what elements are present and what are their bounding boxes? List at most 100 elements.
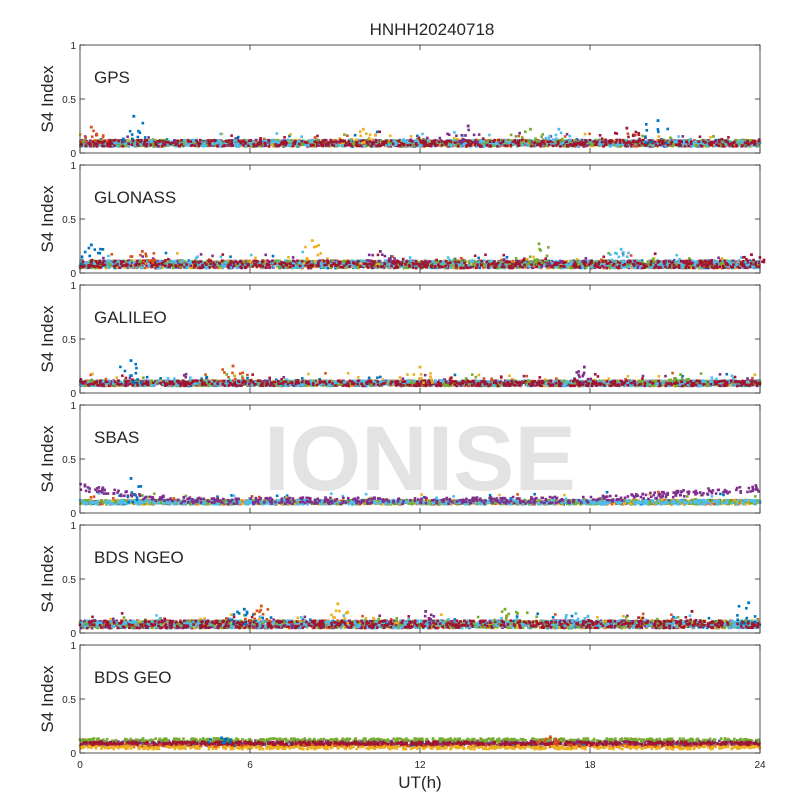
data-point — [384, 144, 388, 147]
data-point — [159, 145, 162, 148]
data-point — [519, 144, 523, 147]
data-point — [93, 144, 96, 147]
peak-point — [644, 135, 647, 138]
data-point — [219, 132, 222, 136]
data-point — [229, 255, 232, 259]
data-point — [309, 143, 313, 147]
data-point — [615, 144, 619, 147]
data-point — [181, 141, 185, 145]
data-point — [569, 141, 573, 144]
data-point — [293, 142, 297, 145]
peak-point — [141, 121, 145, 125]
data-point — [607, 139, 611, 143]
data-point — [738, 143, 742, 147]
data-point — [230, 139, 234, 142]
data-point — [416, 134, 419, 138]
data-point — [686, 142, 690, 145]
data-point — [402, 143, 406, 147]
data-point — [105, 139, 109, 142]
data-point — [440, 140, 444, 143]
data-point — [560, 137, 564, 141]
data-point — [507, 138, 510, 142]
data-point — [478, 143, 481, 147]
data-point — [281, 140, 284, 144]
data-point — [544, 139, 548, 142]
data-point — [411, 140, 414, 143]
data-point — [497, 142, 501, 146]
data-point — [259, 136, 262, 140]
data-point — [589, 144, 593, 148]
data-point — [195, 139, 198, 143]
data-point — [372, 142, 376, 145]
data-point — [452, 137, 456, 140]
figure-title: HNHH20240718 — [370, 20, 495, 39]
data-point — [106, 142, 109, 145]
data-point — [417, 136, 421, 140]
data-point — [512, 140, 515, 144]
data-point — [216, 144, 219, 148]
data-point — [724, 140, 728, 143]
peak-point — [128, 129, 132, 133]
data-point — [660, 140, 664, 144]
data-point — [382, 143, 386, 146]
data-point — [488, 133, 491, 137]
data-point — [657, 135, 661, 138]
data-point — [198, 138, 202, 142]
data-point — [714, 140, 717, 143]
scatter-points — [78, 114, 762, 148]
data-point — [709, 140, 713, 144]
data-point — [186, 143, 190, 146]
data-point — [313, 140, 317, 144]
data-point — [629, 143, 633, 147]
data-point — [517, 134, 521, 138]
data-point — [113, 144, 116, 147]
data-point — [287, 143, 291, 147]
data-point — [212, 138, 216, 142]
data-point — [226, 144, 229, 147]
data-point — [743, 138, 747, 142]
data-point — [468, 139, 472, 142]
data-point — [444, 144, 447, 148]
data-point — [428, 138, 432, 142]
data-point — [254, 138, 258, 142]
data-point — [408, 139, 412, 142]
data-point — [606, 143, 609, 147]
data-point — [88, 144, 92, 148]
peak-point — [559, 131, 563, 135]
data-point — [524, 143, 528, 146]
data-point — [573, 141, 576, 145]
data-point — [735, 144, 739, 148]
data-point — [157, 144, 160, 148]
data-point — [583, 132, 587, 136]
data-point — [300, 135, 304, 138]
data-point — [378, 141, 382, 144]
data-point — [697, 140, 701, 144]
data-point — [316, 134, 319, 138]
data-point — [604, 138, 607, 142]
data-point — [458, 139, 461, 143]
peak-point — [656, 128, 660, 131]
data-point — [343, 139, 346, 143]
data-point — [133, 142, 137, 145]
data-point — [436, 140, 439, 144]
data-point — [234, 137, 237, 140]
peak-point — [459, 141, 463, 145]
data-point — [488, 140, 492, 144]
data-point — [346, 134, 349, 138]
data-point — [115, 138, 118, 142]
data-point — [125, 144, 129, 148]
peak-point — [524, 130, 527, 134]
data-point — [375, 130, 379, 134]
peak-point — [536, 139, 540, 143]
peak-point — [625, 126, 629, 130]
peak-point — [548, 134, 552, 138]
data-point — [757, 138, 761, 141]
data-point — [305, 141, 308, 145]
peak-point — [555, 137, 558, 141]
data-point — [640, 141, 644, 145]
data-point — [749, 141, 753, 145]
data-point — [183, 143, 187, 147]
data-point — [509, 133, 513, 137]
